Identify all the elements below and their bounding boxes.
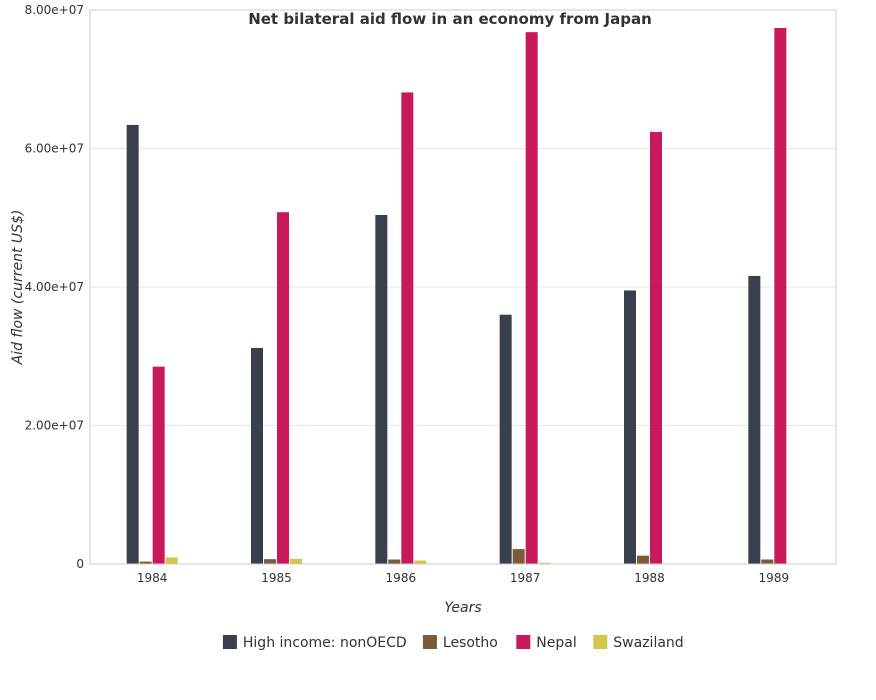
x-axis-label: Years: [444, 600, 481, 616]
x-tick-label: 1985: [261, 571, 292, 585]
legend-swatch: [222, 635, 237, 649]
legend: High income: nonOECD Lesotho Nepal Swazilan…: [222, 635, 684, 651]
bar: [290, 558, 302, 564]
x-tick-label: 1986: [386, 571, 417, 585]
y-tick-label: 0: [76, 557, 84, 571]
bar: [624, 290, 636, 564]
legend-swatch: [593, 635, 608, 649]
x-tick-label: 1984: [137, 571, 168, 585]
bars: [126, 28, 800, 565]
legend-label: Nepal: [536, 635, 576, 651]
x-axis-ticks: 1984 1985 1986 1987 1988 1989: [137, 571, 789, 585]
bar: [375, 214, 388, 565]
y-tick-label: 2.00e+07: [25, 419, 84, 433]
bar: [748, 275, 761, 564]
y-tick-label: 8.00e+07: [25, 3, 84, 17]
y-tick-label: 6.00e+07: [25, 142, 84, 156]
legend-label: Swaziland: [613, 635, 683, 651]
legend-swatch: [422, 635, 437, 649]
bar: [761, 559, 774, 564]
x-tick-label: 1987: [510, 571, 541, 585]
legend-label: High income: nonOECD: [243, 635, 407, 651]
bar: [139, 561, 152, 564]
chart-title: Net bilateral aid flow in an economy fro…: [248, 10, 652, 28]
bar: [414, 560, 427, 564]
bar: [774, 28, 787, 564]
y-tick-label: 4.00e+07: [25, 280, 84, 294]
legend-swatch: [516, 635, 531, 649]
bar: [388, 559, 401, 564]
y-axis-ticks: 0 2.00e+07 4.00e+07 6.00e+07 8.00e+07: [25, 3, 84, 571]
bar: [401, 92, 414, 564]
bar: [152, 366, 165, 564]
bar: [538, 562, 551, 564]
bar: [525, 32, 538, 565]
legend-label: Lesotho: [443, 635, 498, 651]
bar: [126, 124, 139, 564]
gridlines: [90, 9, 836, 565]
y-axis-label: Aid flow (current US$): [10, 210, 26, 366]
bar: [251, 347, 263, 564]
bar: [277, 212, 289, 564]
bar: [650, 131, 662, 564]
bar: [165, 557, 178, 564]
bar: [637, 555, 649, 564]
x-tick-label: 1989: [759, 571, 790, 585]
bar: [264, 559, 276, 564]
plot-frame: [89, 9, 837, 565]
x-tick-label: 1988: [634, 571, 665, 585]
bar: [512, 549, 525, 564]
bar: [499, 314, 512, 564]
